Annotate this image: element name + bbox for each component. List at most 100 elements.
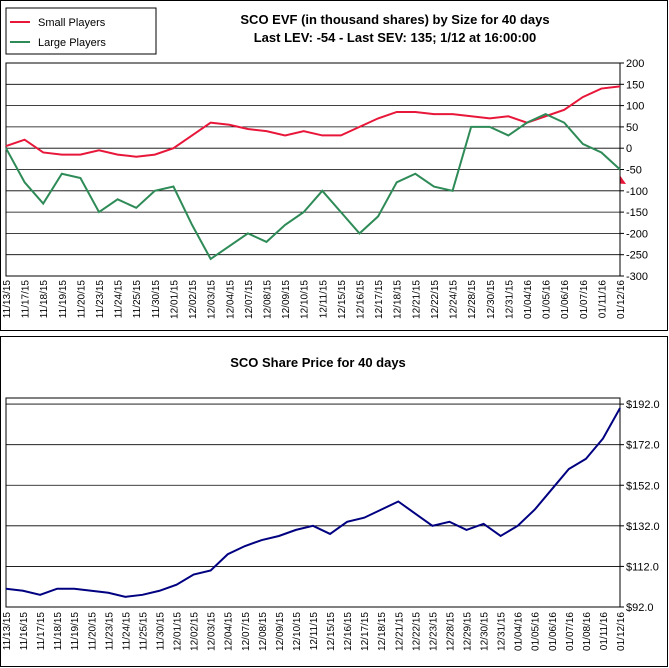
chart-title: SCO EVF (in thousand shares) by Size for… <box>240 12 549 27</box>
x-tick-label: 01/04/16 <box>523 280 534 319</box>
x-tick-label: 01/06/16 <box>548 612 559 651</box>
x-tick-label: 01/04/16 <box>514 612 525 651</box>
x-tick-label: 12/03/15 <box>207 280 218 319</box>
x-tick-label: 12/07/15 <box>244 280 255 319</box>
x-tick-label: 12/15/15 <box>326 612 337 651</box>
x-tick-label: 11/13/15 <box>2 280 13 319</box>
x-tick-label: 12/09/15 <box>275 612 286 651</box>
chart-title: SCO Share Price for 40 days <box>230 355 406 370</box>
x-tick-label: 12/10/15 <box>292 612 303 651</box>
x-tick-label: 12/07/15 <box>241 612 252 651</box>
x-tick-label: 12/23/15 <box>428 612 439 651</box>
x-tick-label: 12/04/15 <box>224 612 235 651</box>
x-tick-label: 11/30/15 <box>151 280 162 319</box>
series-line <box>5 85 621 158</box>
x-tick-label: 01/07/16 <box>565 612 576 651</box>
x-tick-label: 01/12/16 <box>616 280 627 319</box>
x-tick-label: 12/04/15 <box>225 280 236 319</box>
x-tick-label: 12/17/15 <box>374 280 385 319</box>
chart-subtitle: Last LEV: -54 - Last SEV: 135; 1/12 at 1… <box>254 30 537 45</box>
x-tick-label: 12/01/15 <box>173 612 184 651</box>
y-tick-label: 150 <box>626 79 644 91</box>
x-tick-label: 12/03/15 <box>207 612 218 651</box>
x-tick-label: 11/18/15 <box>39 280 50 319</box>
x-tick-label: 01/06/16 <box>560 280 571 319</box>
x-tick-label: 11/23/15 <box>95 280 106 319</box>
x-tick-label: 12/31/15 <box>497 612 508 651</box>
x-tick-label: 11/25/15 <box>138 612 149 651</box>
y-tick-label: -200 <box>626 228 648 240</box>
x-tick-label: 12/15/15 <box>337 280 348 319</box>
x-tick-label: 11/20/15 <box>76 280 87 319</box>
y-tick-label: 50 <box>626 122 638 134</box>
x-tick-label: 12/30/15 <box>480 612 491 651</box>
x-tick-label: 12/21/15 <box>411 280 422 319</box>
x-tick-label: 12/30/15 <box>486 280 497 319</box>
y-tick-label: $172.0 <box>626 440 660 452</box>
y-tick-label: -300 <box>626 271 648 283</box>
plot-area <box>5 397 621 608</box>
x-tick-label: 12/21/15 <box>394 612 405 651</box>
y-tick-label: $112.0 <box>626 561 659 573</box>
x-tick-label: 11/13/15 <box>2 612 13 651</box>
x-tick-label: 01/11/16 <box>599 612 610 651</box>
x-tick-label: 11/23/15 <box>104 612 115 651</box>
x-tick-label: 11/19/15 <box>58 280 69 319</box>
x-tick-label: 01/05/16 <box>531 612 542 651</box>
x-tick-label: 12/22/15 <box>430 280 441 319</box>
x-tick-label: 01/07/16 <box>579 280 590 319</box>
y-tick-label: -150 <box>626 207 648 219</box>
x-tick-label: 12/22/15 <box>411 612 422 651</box>
x-tick-label: 12/28/15 <box>445 612 456 651</box>
x-tick-label: 12/08/15 <box>258 612 269 651</box>
legend-label: Large Players <box>38 37 106 49</box>
y-tick-label: $192.0 <box>626 399 660 411</box>
x-tick-label: 01/12/16 <box>616 612 627 651</box>
x-tick-label: 12/31/15 <box>504 280 515 319</box>
y-tick-label: -50 <box>626 165 642 177</box>
x-tick-label: 12/18/15 <box>393 280 404 319</box>
y-tick-label: $92.0 <box>626 602 654 614</box>
x-tick-label: 12/17/15 <box>360 612 371 651</box>
x-tick-label: 12/10/15 <box>300 280 311 319</box>
x-tick-label: 11/20/15 <box>87 612 98 651</box>
x-tick-label: 12/29/15 <box>463 612 474 651</box>
x-tick-label: 12/11/15 <box>318 280 329 319</box>
x-tick-label: 11/17/15 <box>21 280 32 319</box>
x-tick-label: 01/05/16 <box>542 280 553 319</box>
y-tick-label: -250 <box>626 250 648 262</box>
legend <box>5 7 157 55</box>
x-tick-label: 12/18/15 <box>377 612 388 651</box>
legend-label: Small Players <box>38 17 106 29</box>
x-tick-label: 12/28/15 <box>467 280 478 319</box>
x-tick-label: 11/18/15 <box>53 612 64 651</box>
y-tick-label: 200 <box>626 58 644 70</box>
x-tick-label: 11/19/15 <box>70 612 81 651</box>
y-tick-label: $132.0 <box>626 521 660 533</box>
y-tick-label: 100 <box>626 101 644 113</box>
x-tick-label: 11/16/15 <box>19 612 30 651</box>
x-tick-label: 12/02/15 <box>190 612 201 651</box>
x-tick-label: 11/25/15 <box>132 280 143 319</box>
x-tick-label: 12/16/15 <box>343 612 354 651</box>
x-tick-label: 12/24/15 <box>449 280 460 319</box>
y-tick-label: $152.0 <box>626 480 660 492</box>
x-tick-label: 11/24/15 <box>121 612 132 651</box>
x-tick-label: 12/09/15 <box>281 280 292 319</box>
x-tick-label: 12/02/15 <box>188 280 199 319</box>
series-line <box>5 407 621 598</box>
x-tick-label: 12/16/15 <box>356 280 367 319</box>
x-tick-label: 11/17/15 <box>36 612 47 651</box>
x-tick-label: 01/08/16 <box>582 612 593 651</box>
y-tick-label: -100 <box>626 186 648 198</box>
x-tick-label: 12/08/15 <box>262 280 273 319</box>
series-line <box>5 113 621 261</box>
x-tick-label: 12/11/15 <box>309 612 320 651</box>
x-tick-label: 11/30/15 <box>156 612 167 651</box>
x-tick-label: 11/24/15 <box>114 280 125 319</box>
x-tick-label: 01/11/16 <box>597 280 608 319</box>
x-tick-label: 12/01/15 <box>169 280 180 319</box>
y-tick-label: 0 <box>626 143 632 155</box>
